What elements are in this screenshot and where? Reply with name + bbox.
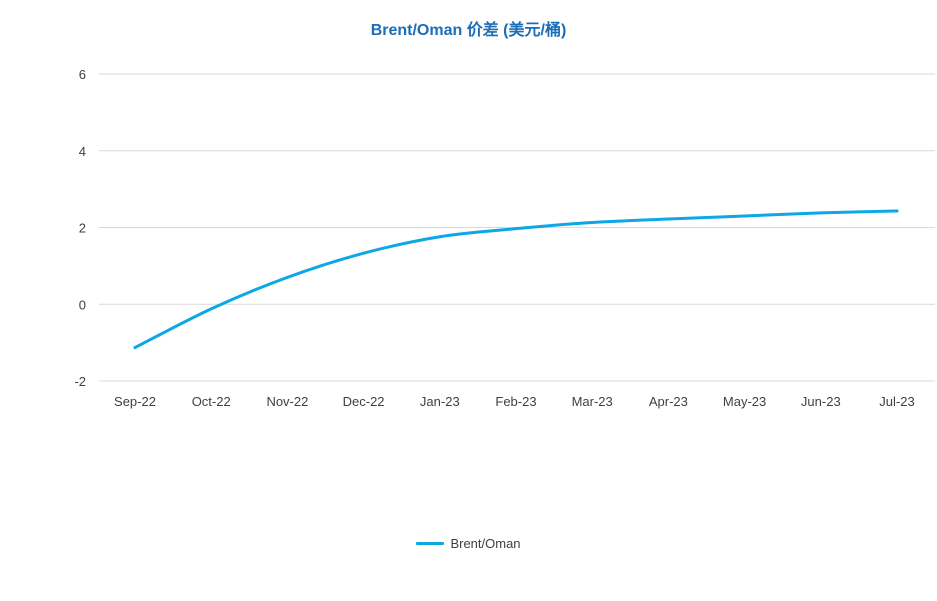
data-point-7 [666,217,670,221]
data-point-5 [514,227,518,231]
data-point-1 [209,307,213,311]
x-tick-label: Apr-23 [649,394,688,409]
data-point-3 [362,251,366,255]
x-tick-label: Nov-22 [266,394,308,409]
data-point-10 [895,209,899,213]
x-tick-label: Oct-22 [192,394,231,409]
x-axis-tick-labels: Sep-22 Oct-22 Nov-22 Dec-22 Jan-23 Feb-23 Mar-… [114,394,915,409]
x-tick-label: Jan-23 [420,394,460,409]
x-tick-label: May-23 [723,394,766,409]
data-point-9 [819,211,823,215]
legend-label: Brent/Oman [450,536,521,551]
x-tick-label: Feb-23 [495,394,536,409]
y-tick-label: 2 [79,221,86,236]
y-axis-tick-labels: -2 0 2 4 6 [74,67,86,389]
x-tick-label: Mar-23 [572,394,613,409]
x-tick-label: Jun-23 [801,394,841,409]
data-point-4 [438,235,442,239]
x-tick-label: Dec-22 [343,394,385,409]
x-tick-label: Sep-22 [114,394,156,409]
legend: Brent/Oman [0,536,937,551]
data-point-2 [285,275,289,279]
y-tick-label: 6 [79,67,86,82]
y-tick-label: 4 [79,144,86,159]
y-tick-label: -2 [74,374,86,389]
chart-title: Brent/Oman 价差 (美元/桶) [370,22,567,39]
data-point-8 [743,214,747,218]
data-point-6 [590,221,594,225]
data-point-0 [133,346,137,350]
x-tick-label: Jul-23 [879,394,914,409]
y-tick-label: 0 [79,297,86,312]
series-lines [133,209,899,350]
legend-swatch [416,542,445,545]
series-line-0 [133,209,899,350]
